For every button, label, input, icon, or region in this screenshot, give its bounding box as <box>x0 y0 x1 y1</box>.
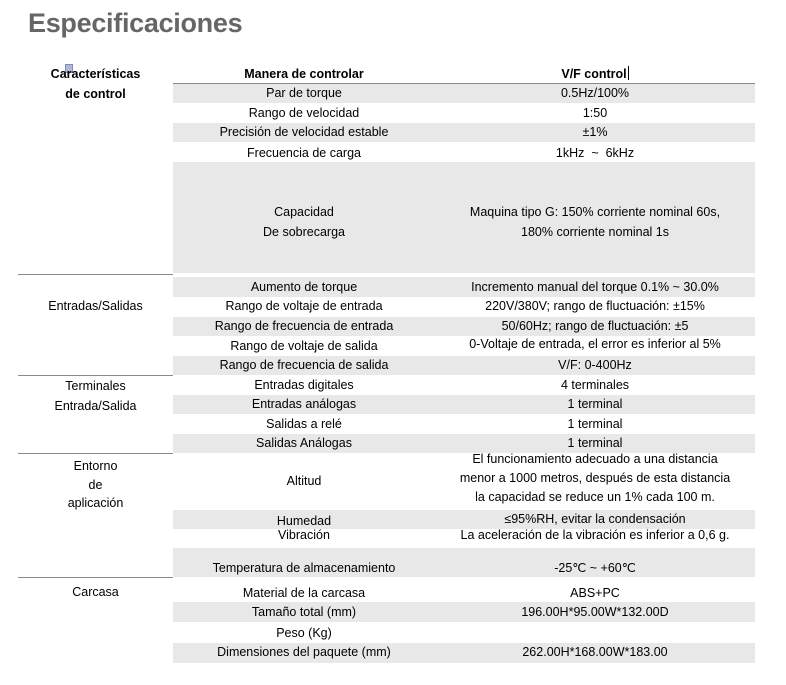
row-param: Rango de velocidad <box>248 106 360 120</box>
row-value: 0.5Hz/100% <box>560 86 630 100</box>
row-value: El funcionamiento adecuado a una distanc… <box>459 452 731 504</box>
group-divider <box>18 453 173 454</box>
row-band <box>173 123 755 142</box>
row-value: -25℃ ~ +60℃ <box>554 561 636 575</box>
row-value: 1 terminal <box>567 417 623 431</box>
row-param: Material de la carcasa <box>242 586 366 600</box>
row-value: 220V/380V; rango de fluctuación: ±15% <box>485 299 705 313</box>
row-value: 1 terminal <box>567 436 623 450</box>
row-value: Incremento manual del torque 0.1% ~ 30.0… <box>471 280 719 294</box>
row-param: Par de torque <box>266 86 342 100</box>
row-param: Rango de voltaje de salida <box>230 339 378 353</box>
group-divider <box>18 375 173 376</box>
row-value: La aceleración de la vibración es inferi… <box>460 528 730 542</box>
row-band <box>173 395 755 414</box>
row-param: Humedad <box>276 514 332 528</box>
row-value: 196.00H*95.00W*132.00D <box>521 605 669 619</box>
row-band <box>173 277 755 297</box>
row-param: Rango de frecuencia de entrada <box>214 319 394 333</box>
row-param: Salidas Análogas <box>256 436 352 450</box>
group-divider <box>18 577 173 578</box>
row-param: Altitud <box>286 474 322 488</box>
row-param: Rango de frecuencia de salida <box>219 358 389 372</box>
row-param: Aumento de torque <box>250 280 358 294</box>
row-value: ±1% <box>582 125 608 139</box>
row-value: ABS+PC <box>570 586 620 600</box>
row-param: Entradas digitales <box>254 378 354 392</box>
row-value: 1 terminal <box>567 397 623 411</box>
text-cursor <box>627 66 629 80</box>
row-band <box>173 510 755 529</box>
row-value: V/F: 0-400Hz <box>558 358 632 372</box>
row-param: Capacidad De sobrecarga <box>263 205 345 239</box>
row-band <box>173 162 755 273</box>
row-band <box>173 84 755 103</box>
row-param: Precisión de velocidad estable <box>219 125 389 139</box>
header-param: Manera de controlar <box>244 67 364 81</box>
row-param: Rango de voltaje de entrada <box>225 299 383 313</box>
row-value: 1:50 <box>582 106 608 120</box>
row-value: 50/60Hz; rango de fluctuación: ±5 <box>501 319 689 333</box>
row-value: 1kHz ~ 6kHz <box>555 146 635 160</box>
anchor-icon <box>65 64 73 73</box>
page-title: Especificaciones <box>28 8 243 38</box>
row-param: Peso (Kg) <box>276 626 332 640</box>
row-param: Frecuencia de carga <box>247 146 361 160</box>
row-value: 4 terminales <box>560 378 630 392</box>
row-value: ≤95%RH, evitar la condensación <box>504 512 686 526</box>
row-band <box>173 548 755 577</box>
row-param: Vibración <box>278 528 330 542</box>
group-label-housing: Carcasa <box>72 585 119 599</box>
row-band <box>173 434 755 453</box>
row-divider <box>173 83 755 84</box>
row-value: 262.00H*168.00W*183.00 <box>522 645 668 659</box>
row-param: Entradas análogas <box>251 397 357 411</box>
group-divider <box>18 274 173 275</box>
row-band <box>173 317 755 336</box>
group-label-terminals: Terminales Entrada/Salida <box>54 379 137 413</box>
row-value: Maquina tipo G: 150% corriente nominal 6… <box>469 205 721 239</box>
row-band <box>173 356 755 375</box>
row-band <box>173 643 755 663</box>
row-param: Salidas a relé <box>266 417 342 431</box>
group-label-control: Características de control <box>50 67 141 101</box>
group-label-io: Entradas/Salidas <box>48 299 143 313</box>
row-value: 0-Voltaje de entrada, el error es inferi… <box>469 337 721 351</box>
row-param: Tamaño total (mm) <box>251 605 357 619</box>
group-label-environment: Entorno de aplicación <box>67 459 124 510</box>
header-value: V/F control <box>561 66 629 81</box>
row-param: Temperatura de almacenamiento <box>212 561 396 575</box>
row-param: Dimensiones del paquete (mm) <box>217 645 391 659</box>
row-band <box>173 602 755 622</box>
